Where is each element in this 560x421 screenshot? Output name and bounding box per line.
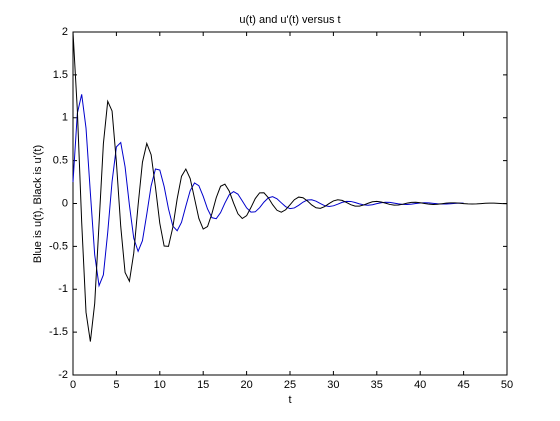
y-tick-label: 0 [62, 197, 68, 209]
y-tick-label: 1 [62, 112, 68, 124]
y-axis-label: Blue is u(t), Black is u'(t) [32, 145, 44, 263]
series-line [72, 31, 508, 342]
y-tick-label: 1.5 [53, 69, 68, 81]
x-tick-label: 40 [414, 379, 426, 391]
x-tick-label: 10 [154, 379, 166, 391]
y-tick-label: -0.5 [49, 240, 68, 252]
x-tick-label: 30 [327, 379, 339, 391]
x-tick-label: 15 [197, 379, 209, 391]
x-tick-label: 45 [457, 379, 469, 391]
x-tick-label: 25 [284, 379, 296, 391]
x-axis-label: t [288, 394, 291, 406]
x-tick-label: 5 [113, 379, 119, 391]
x-tick-label: 20 [240, 379, 252, 391]
y-tick-label: -1 [58, 283, 68, 295]
x-tick-label: 0 [70, 379, 76, 391]
y-tick-label: 0.5 [53, 155, 68, 167]
x-tick-label: 35 [371, 379, 383, 391]
y-tick-label: -1.5 [49, 326, 68, 338]
y-tick-label: 2 [62, 26, 68, 38]
chart-title: u(t) and u'(t) versus t [239, 14, 340, 26]
y-tick-label: -2 [58, 369, 68, 381]
x-tick-label: 50 [501, 379, 513, 391]
